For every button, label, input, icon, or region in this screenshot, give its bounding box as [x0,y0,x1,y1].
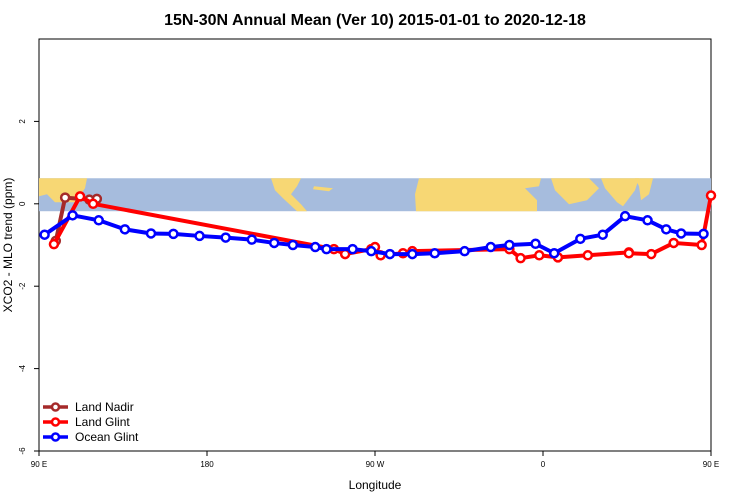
data-point [597,229,608,240]
legend-item: Ocean Glint [43,430,139,444]
data-point [287,239,299,251]
data-point [485,241,496,253]
legend-marker [50,402,61,412]
data-point [59,192,71,203]
chart-title: 15N-30N Annual Mean (Ver 10) 2015-01-01 … [164,12,586,29]
map-landmass [415,178,541,212]
data-point [268,237,280,249]
data-point [347,243,358,255]
data-point [646,248,657,260]
data-point [310,241,321,253]
map-ocean [39,178,711,212]
legend-item: Land Nadir [43,400,134,414]
data-point [582,250,594,261]
data-point [119,224,131,235]
series-ocean-glint [39,210,709,260]
data-point [321,243,332,255]
data-point [548,247,560,259]
map-landmass [635,178,653,201]
data-point [74,191,86,202]
data-point [534,250,545,261]
y-tick-label: 0 [18,201,27,206]
data-point [87,198,99,210]
data-point [220,232,231,243]
data-point [168,228,179,240]
x-tick-label: 90 E [703,460,719,469]
data-point [696,239,707,251]
data-point [459,245,470,257]
data-point [619,210,631,222]
data-point [668,237,679,249]
x-tick-label: 90 E [31,460,47,469]
data-point [246,234,258,245]
data-point [642,215,653,226]
data-point [145,228,157,239]
data-point [194,230,205,242]
legend-label: Land Glint [75,415,130,429]
series-layer [39,190,717,264]
map-landmass [313,186,333,192]
axes: 90 E 180 90 W 0 90 E -6 -4 -2 0 2 [18,119,719,469]
x-axis-label: Longitude [349,478,402,492]
data-point [675,228,687,239]
legend-label: Land Nadir [75,400,134,414]
data-point [48,238,60,250]
data-point [515,252,526,264]
data-point [407,248,418,260]
legend-marker [50,432,61,442]
y-tick-label: -2 [18,282,27,290]
data-point [67,210,78,221]
data-point [93,215,104,226]
data-point [698,228,709,240]
x-tick-label: 90 W [366,460,385,469]
x-tick-label: 180 [200,460,214,469]
y-tick-label: -4 [18,364,27,372]
data-point [366,245,377,257]
y-tick-label: -6 [18,447,27,455]
world-map-strip [39,178,711,212]
map-landmass [601,178,639,207]
y-tick-label: 2 [18,119,27,124]
map-landmass [271,178,307,212]
data-point [384,248,396,260]
legend-marker [50,417,61,427]
data-point [530,238,541,250]
data-point [623,247,635,259]
data-point [660,224,672,235]
data-point [705,190,717,201]
x-tick-label: 0 [541,460,546,469]
legend-label: Ocean Glint [75,430,139,444]
map-landmass [551,178,599,205]
data-point [39,229,50,240]
legend-item: Land Glint [43,415,130,429]
data-point [575,233,586,245]
data-point [429,247,440,259]
data-point [504,239,515,251]
y-axis-label: XCO2 - MLO trend (ppm) [1,178,15,313]
